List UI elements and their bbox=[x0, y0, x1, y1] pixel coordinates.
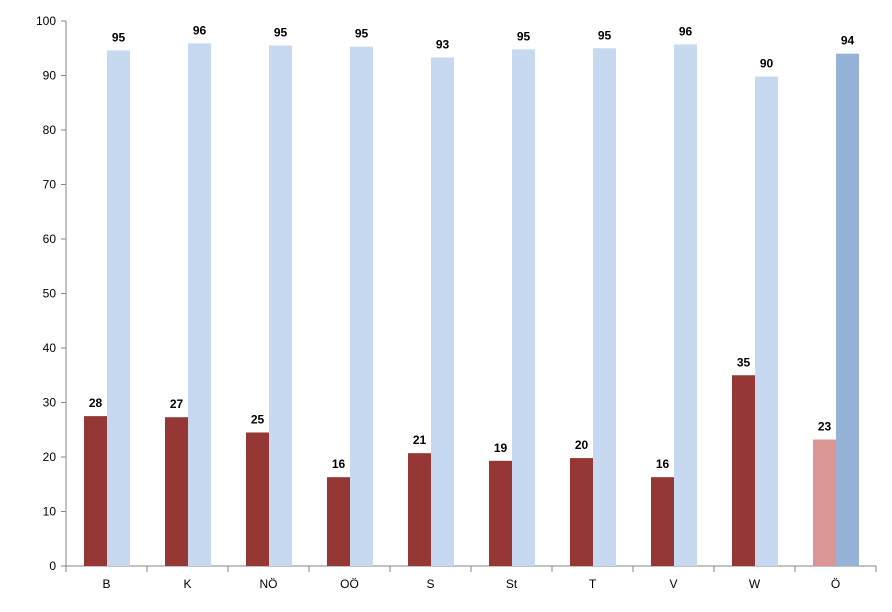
x-tick-label: V bbox=[669, 577, 677, 591]
y-tick-label: 40 bbox=[43, 341, 57, 355]
bar bbox=[327, 477, 350, 566]
data-label: 16 bbox=[332, 457, 346, 471]
data-label: 27 bbox=[170, 397, 184, 411]
x-tick-label: OÖ bbox=[340, 577, 359, 591]
y-tick-label: 30 bbox=[43, 396, 57, 410]
y-tick-label: 100 bbox=[36, 14, 56, 28]
bar bbox=[246, 432, 269, 566]
x-tick-label: K bbox=[183, 577, 191, 591]
data-label: 20 bbox=[575, 438, 589, 452]
bar bbox=[107, 50, 130, 567]
bar bbox=[674, 44, 697, 567]
bar bbox=[836, 53, 859, 566]
y-tick-label: 10 bbox=[43, 505, 57, 519]
data-label: 95 bbox=[517, 29, 531, 43]
bar bbox=[188, 43, 211, 567]
data-labels: 28 27 25 16 21 19 20 16 35 23 95 96 95 95 93 95 95 96 90 94 bbox=[89, 23, 855, 471]
bar bbox=[165, 417, 188, 566]
y-tick-label: 0 bbox=[49, 559, 56, 573]
bar bbox=[84, 416, 107, 566]
data-label: 96 bbox=[193, 23, 207, 37]
bars bbox=[84, 43, 859, 567]
bar bbox=[732, 375, 755, 566]
data-label: 95 bbox=[112, 30, 126, 44]
bar bbox=[489, 460, 512, 566]
data-label: 23 bbox=[818, 420, 832, 434]
bar bbox=[408, 453, 431, 566]
x-tick-label: T bbox=[589, 577, 597, 591]
data-label: 28 bbox=[89, 396, 103, 410]
data-label: 21 bbox=[413, 433, 427, 447]
x-axis: B K NÖ OÖ S St T V W Ö bbox=[65, 565, 877, 591]
data-label: 95 bbox=[598, 28, 612, 42]
y-tick-label: 50 bbox=[43, 287, 57, 301]
y-tick-label: 70 bbox=[43, 178, 57, 192]
bar bbox=[269, 45, 292, 566]
bar bbox=[512, 49, 535, 566]
data-label: 96 bbox=[679, 24, 693, 38]
data-label: 16 bbox=[656, 457, 670, 471]
y-tick-label: 80 bbox=[43, 123, 57, 137]
data-label: 95 bbox=[274, 26, 288, 40]
y-tick-label: 20 bbox=[43, 450, 57, 464]
bar bbox=[593, 48, 616, 566]
bar bbox=[570, 458, 593, 566]
bar bbox=[813, 439, 836, 566]
y-axis: 0 10 20 30 40 50 60 70 80 90 100 bbox=[36, 14, 67, 573]
data-label: 19 bbox=[494, 441, 508, 455]
bar bbox=[350, 46, 373, 567]
data-label: 93 bbox=[436, 38, 450, 52]
data-label: 95 bbox=[355, 27, 369, 41]
x-tick-label: NÖ bbox=[260, 577, 278, 591]
y-tick-label: 90 bbox=[43, 69, 57, 83]
x-tick-label: St bbox=[506, 577, 518, 591]
x-tick-label: W bbox=[749, 577, 761, 591]
x-tick-label: S bbox=[426, 577, 434, 591]
bar bbox=[755, 76, 778, 566]
data-label: 94 bbox=[841, 34, 855, 48]
x-tick-label: Ö bbox=[831, 577, 840, 591]
bar bbox=[651, 477, 674, 566]
data-label: 90 bbox=[760, 57, 774, 71]
data-label: 35 bbox=[737, 355, 751, 369]
x-tick-label: B bbox=[102, 577, 110, 591]
bar bbox=[431, 57, 454, 566]
y-tick-label: 60 bbox=[43, 232, 57, 246]
data-label: 25 bbox=[251, 412, 265, 426]
